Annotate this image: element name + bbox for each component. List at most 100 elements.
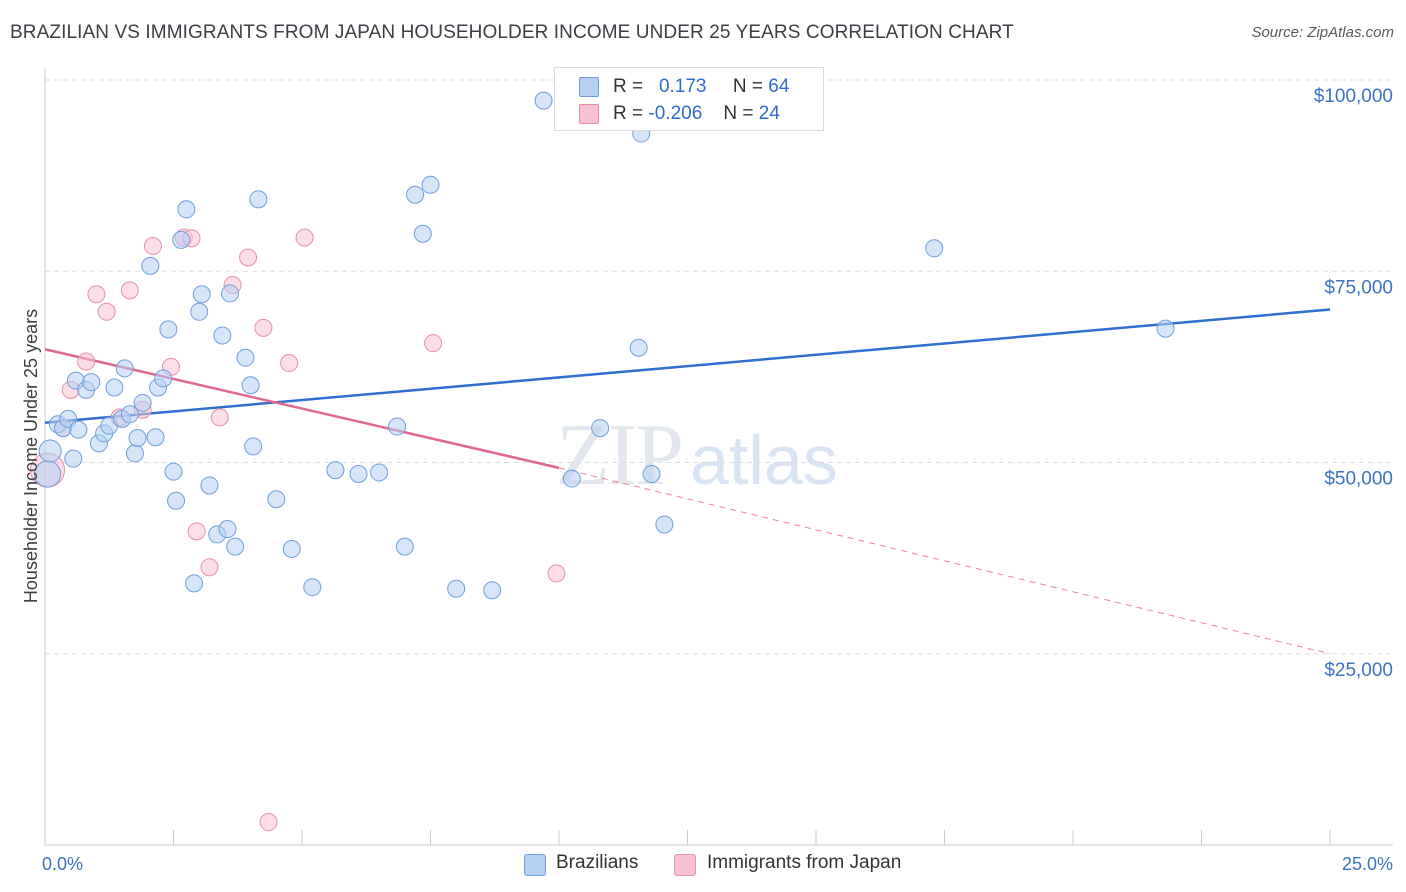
point-brazilians xyxy=(177,200,196,219)
point-brazilians xyxy=(226,537,245,556)
point-brazilians xyxy=(185,574,204,593)
point-japan xyxy=(295,228,314,247)
legend-n-label: N = xyxy=(723,103,754,124)
legend-swatch-japan xyxy=(579,104,599,124)
point-brazilians xyxy=(326,461,345,480)
point-brazilians xyxy=(159,320,178,339)
point-brazilians xyxy=(1156,319,1175,338)
point-brazilians xyxy=(370,463,389,482)
tick-labels: $25,000 $50,000 $75,000 $100,000 0.0% 25.0% xyxy=(42,86,1393,874)
point-brazilians xyxy=(105,378,124,397)
watermark-atlas: atlas xyxy=(690,421,838,499)
point-brazilians xyxy=(413,224,432,243)
y-tick-label: $50,000 xyxy=(1324,469,1393,490)
point-japan xyxy=(97,302,116,321)
point-japan xyxy=(239,248,258,267)
legend-r-label: R = xyxy=(613,103,644,124)
correlation-legend: R = 0.173 N = 64 R = -0.206 N = 24 xyxy=(554,67,824,131)
point-brazilians xyxy=(282,539,301,558)
point-japan xyxy=(280,354,299,373)
point-japan xyxy=(87,285,106,304)
legend-r-value: 0.173 xyxy=(658,76,707,97)
point-brazilians xyxy=(241,376,260,395)
point-brazilians xyxy=(82,373,101,392)
point-brazilians xyxy=(164,462,183,481)
point-brazilians xyxy=(115,359,134,378)
point-brazilians xyxy=(125,444,144,463)
point-brazilians xyxy=(128,429,147,448)
y-tick-label: $25,000 xyxy=(1324,660,1393,681)
point-brazilians xyxy=(218,520,237,539)
point-japan xyxy=(187,522,206,541)
trend-line-brazilians xyxy=(44,308,1331,424)
point-brazilians xyxy=(167,491,186,510)
point-brazilians xyxy=(120,405,139,424)
y-tick-label: $100,000 xyxy=(1314,86,1393,107)
point-brazilians xyxy=(395,537,414,556)
series-japan-points xyxy=(30,228,566,832)
bottom-legend-label-brazilians: Brazilians xyxy=(556,852,639,873)
point-brazilians xyxy=(236,348,255,367)
trend-line-japan-extrapolated xyxy=(558,467,1331,655)
y-tick-label: $75,000 xyxy=(1324,277,1393,298)
point-brazilians xyxy=(146,428,165,447)
x-tick-label-max: 25.0% xyxy=(1342,854,1393,874)
point-japan xyxy=(120,281,139,300)
point-brazilians xyxy=(200,476,219,495)
point-brazilians xyxy=(447,579,466,598)
point-brazilians xyxy=(642,464,661,483)
bottom-legend-swatch-japan xyxy=(674,854,696,876)
point-brazilians xyxy=(244,437,263,456)
point-japan xyxy=(143,237,162,256)
point-brazilians xyxy=(190,302,209,321)
point-brazilians xyxy=(249,190,268,209)
legend-r-label: R = xyxy=(613,76,644,97)
grid-lines xyxy=(45,79,1393,655)
series-brazilians-points xyxy=(34,91,1175,600)
point-brazilians xyxy=(421,175,440,194)
point-brazilians xyxy=(388,417,407,436)
point-brazilians xyxy=(349,464,368,483)
watermark-zip: ZIP xyxy=(556,407,684,504)
point-brazilians xyxy=(69,420,88,439)
axes xyxy=(44,68,1393,846)
point-japan xyxy=(200,558,219,577)
point-brazilians xyxy=(172,230,191,249)
point-japan xyxy=(547,564,566,583)
x-tick-label-min: 0.0% xyxy=(42,854,83,874)
bottom-legend-swatch-brazilians xyxy=(524,854,546,876)
legend-r-value: -0.206 xyxy=(648,103,703,124)
point-brazilians xyxy=(655,515,674,534)
point-brazilians xyxy=(534,91,553,110)
point-brazilians xyxy=(38,439,62,463)
legend-text-japan: R = -0.206 N = 24 xyxy=(613,103,780,125)
source-label: Source: ZipAtlas.com xyxy=(1251,24,1394,41)
bottom-legend: Brazilians Immigrants from Japan xyxy=(0,852,1406,876)
point-brazilians xyxy=(925,239,944,258)
point-brazilians xyxy=(221,284,240,303)
y-axis-label: Householder Income Under 25 years xyxy=(21,309,41,603)
legend-n-value: 24 xyxy=(758,103,780,124)
point-brazilians xyxy=(483,581,502,600)
bottom-legend-label-japan: Immigrants from Japan xyxy=(707,852,902,873)
point-brazilians xyxy=(64,449,83,468)
legend-n-value: 64 xyxy=(768,76,790,97)
point-japan xyxy=(210,408,229,427)
point-brazilians xyxy=(591,419,610,438)
point-brazilians xyxy=(213,326,232,345)
legend-text-brazilians: R = 0.173 N = 64 xyxy=(613,76,789,98)
point-japan xyxy=(424,334,443,353)
legend-swatch-brazilians xyxy=(579,77,599,97)
legend-n-label: N = xyxy=(732,76,764,97)
point-brazilians xyxy=(154,369,173,388)
point-japan xyxy=(77,352,96,371)
point-brazilians xyxy=(629,338,648,357)
point-brazilians xyxy=(141,256,160,275)
point-brazilians xyxy=(406,185,425,204)
point-brazilians xyxy=(562,469,581,488)
point-brazilians xyxy=(192,285,211,304)
chart-title: BRAZILIAN VS IMMIGRANTS FROM JAPAN HOUSE… xyxy=(10,22,1014,43)
point-brazilians xyxy=(303,578,322,597)
point-japan xyxy=(254,318,273,337)
